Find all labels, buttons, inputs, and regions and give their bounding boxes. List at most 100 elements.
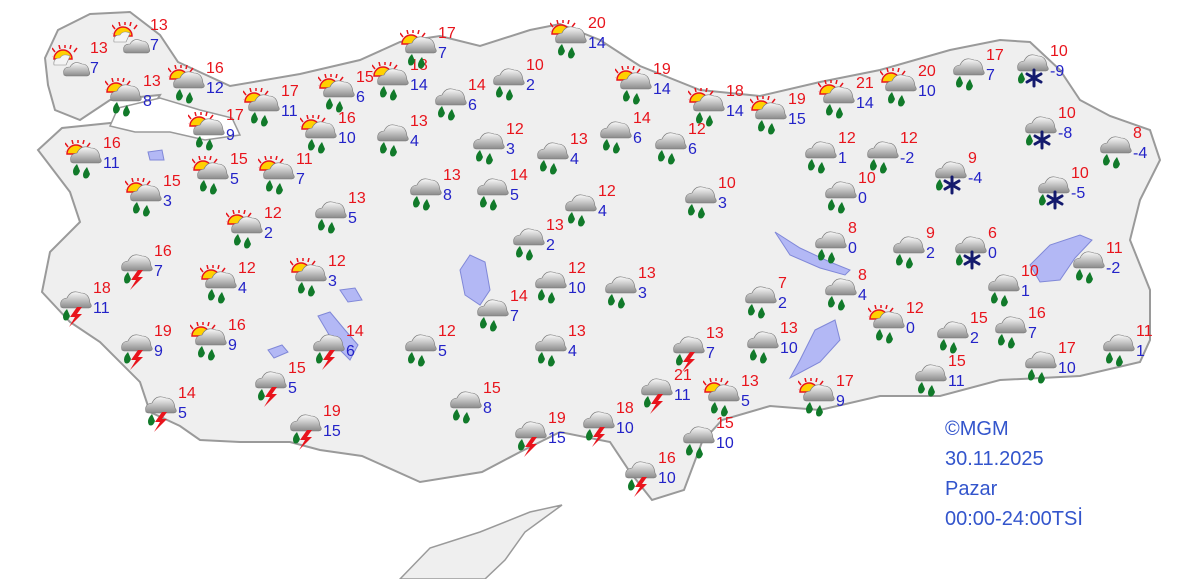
high-temp: 13: [143, 73, 161, 90]
low-temp: 11: [281, 103, 298, 120]
high-temp: 12: [506, 121, 524, 138]
weather-station: 12 1: [800, 131, 870, 179]
weather-station: 12 10: [530, 261, 600, 309]
rain-icon: [825, 278, 857, 311]
high-temp: 16: [228, 317, 246, 334]
weather-station: 19 15: [510, 411, 580, 459]
high-temp: 12: [328, 253, 346, 270]
high-temp: 8: [848, 220, 857, 237]
rain-icon: [535, 334, 567, 367]
weather-station: 16 12: [168, 61, 238, 109]
low-temp: 7: [1028, 325, 1037, 342]
low-temp: -5: [1071, 185, 1086, 202]
high-temp: 16: [1028, 305, 1046, 322]
high-temp: 13: [570, 131, 588, 148]
weather-station: 12 5: [400, 324, 470, 372]
sun-rain-icon: [300, 115, 337, 154]
low-temp: 0: [988, 245, 997, 262]
high-temp: 12: [238, 260, 256, 277]
weather-station: 15 8: [445, 381, 515, 429]
high-temp: 16: [103, 135, 121, 152]
weather-station: 18 11: [55, 281, 125, 329]
weather-station: 13 5: [310, 191, 380, 239]
weather-station: 11 7: [258, 152, 328, 200]
rain-icon: [493, 68, 525, 101]
rain-icon: [410, 178, 442, 211]
low-temp: 6: [468, 97, 477, 114]
high-temp: 15: [483, 380, 501, 397]
low-temp: 7: [438, 45, 447, 62]
thunderstorm-icon: [145, 396, 177, 432]
thunderstorm-icon: [641, 378, 673, 414]
low-temp: 6: [346, 343, 355, 360]
rain-snow-icon: [1025, 116, 1057, 150]
partly-cloudy-icon: [52, 45, 90, 77]
weather-station: 10 2: [488, 58, 558, 106]
low-temp: 5: [178, 405, 187, 422]
weather-station: 19 15: [285, 404, 355, 452]
sun-rain-icon: [688, 88, 725, 127]
rain-snow-icon: [935, 161, 967, 195]
sun-rain-icon: [818, 80, 855, 119]
low-temp: 4: [410, 133, 419, 150]
source-label: ©MGM: [945, 418, 1009, 440]
thunderstorm-icon: [60, 291, 92, 327]
sun-rain-icon: [200, 265, 237, 304]
weather-station: 15 11: [910, 354, 980, 402]
weather-station: 12 2: [226, 206, 296, 254]
low-temp: 5: [348, 210, 357, 227]
rain-snow-icon: [1038, 176, 1070, 210]
high-temp: 13: [638, 265, 656, 282]
weather-station: 17 9: [188, 108, 258, 156]
low-temp: 12: [206, 80, 224, 97]
rain-icon: [535, 271, 567, 304]
sun-rain-icon: [192, 156, 229, 195]
weather-station: 17 7: [400, 26, 470, 74]
weather-station: 17 7: [948, 48, 1018, 96]
low-temp: 7: [706, 345, 715, 362]
high-temp: 20: [588, 15, 606, 32]
high-temp: 13: [348, 190, 366, 207]
weather-station: 8 -4: [1095, 126, 1165, 174]
low-temp: 15: [323, 423, 341, 440]
low-temp: 9: [226, 127, 235, 144]
high-temp: 16: [154, 243, 172, 260]
high-temp: 12: [264, 205, 282, 222]
low-temp: 10: [918, 83, 936, 100]
low-temp: 14: [653, 81, 671, 98]
rain-icon: [655, 132, 687, 165]
high-temp: 14: [510, 288, 528, 305]
low-temp: 1: [1021, 283, 1030, 300]
high-temp: 17: [226, 107, 244, 124]
high-temp: 8: [1133, 125, 1142, 142]
high-temp: 14: [178, 385, 196, 402]
sun-rain-icon: [258, 156, 295, 195]
weather-station: 13 7: [52, 41, 122, 89]
sun-rain-icon: [105, 78, 142, 117]
rain-icon: [805, 141, 837, 174]
high-temp: 11: [296, 151, 313, 168]
weather-station: 12 4: [560, 184, 630, 232]
weather-station: 19 15: [750, 92, 820, 140]
weather-station: 21 11: [636, 368, 706, 416]
low-temp: 5: [288, 380, 297, 397]
high-temp: 16: [338, 110, 356, 127]
low-temp: 3: [328, 273, 337, 290]
weather-station: 13 4: [372, 114, 442, 162]
high-temp: 20: [918, 63, 936, 80]
low-temp: 9: [228, 337, 237, 354]
low-temp: 10: [716, 435, 734, 452]
high-temp: 17: [1058, 340, 1076, 357]
sun-rain-icon: [168, 65, 205, 104]
rain-icon: [405, 334, 437, 367]
high-temp: 11: [1136, 323, 1153, 340]
rain-icon: [988, 274, 1020, 307]
low-temp: 8: [483, 400, 492, 417]
high-temp: 13: [568, 323, 586, 340]
weather-station: 16 10: [300, 111, 370, 159]
sun-rain-icon: [798, 378, 835, 417]
